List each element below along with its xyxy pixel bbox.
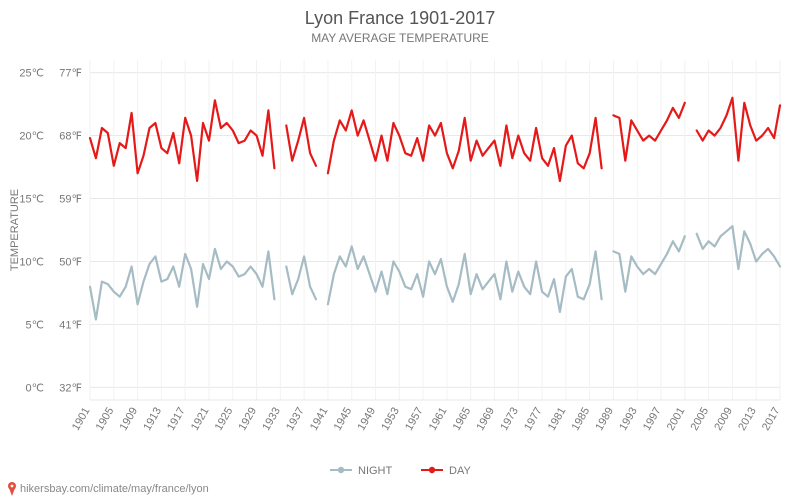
legend-marker	[338, 467, 344, 473]
legend-marker	[429, 467, 435, 473]
y-tick-c: 0℃	[26, 382, 44, 394]
chart-title: Lyon France 1901-2017	[305, 8, 495, 28]
chart-container: Lyon France 1901-2017 MAY AVERAGE TEMPERA…	[0, 0, 800, 500]
y-tick-c: 20℃	[19, 131, 44, 143]
y-tick-f: 32℉	[59, 382, 82, 394]
y-tick-c: 5℃	[26, 319, 44, 331]
y-tick-f: 68℉	[59, 131, 82, 143]
y-tick-f: 50℉	[59, 256, 82, 268]
y-tick-c: 15℃	[19, 194, 44, 206]
y-axis-title: TEMPERATURE	[9, 189, 21, 271]
y-tick-c: 10℃	[19, 256, 44, 268]
legend-label: NIGHT	[358, 465, 393, 477]
chart-subtitle: MAY AVERAGE TEMPERATURE	[311, 31, 489, 45]
y-tick-f: 41℉	[59, 319, 82, 331]
y-tick-f: 77℉	[59, 68, 82, 80]
y-tick-c: 25℃	[19, 68, 44, 80]
chart-svg: Lyon France 1901-2017 MAY AVERAGE TEMPERA…	[0, 0, 800, 500]
y-tick-f: 59℉	[59, 194, 82, 206]
pin-icon-hole	[11, 485, 14, 488]
source-link[interactable]: hikersbay.com/climate/may/france/lyon	[20, 483, 209, 495]
legend-label: DAY	[449, 465, 471, 477]
